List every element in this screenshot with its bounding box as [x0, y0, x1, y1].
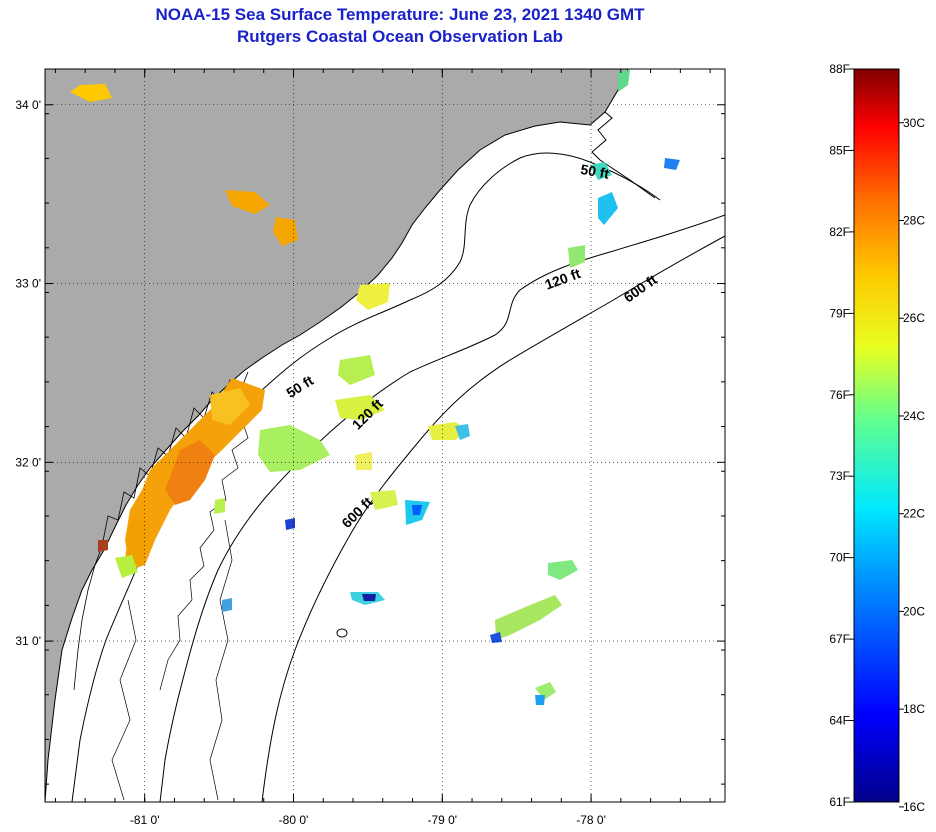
colorbar-f-label: 67F	[829, 632, 850, 646]
isobath-50ft	[71, 152, 661, 802]
sst-data-layer	[70, 70, 680, 705]
chart-subtitle: Rutgers Coastal Ocean Observation Lab	[237, 27, 563, 46]
colorbar-c-label: 18C	[903, 702, 925, 716]
shoal-line	[209, 519, 233, 801]
lon-tick-label: -81 0'	[130, 813, 160, 827]
colorbar-f-label: 85F	[829, 143, 850, 157]
coastline-detail	[591, 111, 656, 199]
contour-label: 50 ft	[579, 161, 610, 182]
colorbar-c-label: 20C	[903, 604, 925, 618]
colorbar-c-label: 30C	[903, 116, 925, 130]
lon-tick-label: -78 0'	[576, 813, 606, 827]
inner-shoreline	[159, 399, 256, 691]
colorbar-c-label: 22C	[903, 507, 925, 521]
colorbar-f-label: 73F	[829, 469, 850, 483]
colorbar-gradient	[853, 68, 900, 803]
colorbar-c-label: 28C	[903, 213, 925, 227]
axes: -81 0' -80 0' -79 0' -78 0' 34 0' 33 0' 32 0' 3…	[15, 68, 725, 827]
map-frame	[44, 68, 726, 803]
colorbar-c-label: 24C	[903, 409, 925, 423]
shoal-line-2	[111, 599, 137, 801]
lon-tick-label: -80 0'	[279, 813, 309, 827]
lat-tick-label: 33 0'	[15, 277, 41, 291]
colorbar-c-label: 26C	[903, 311, 925, 325]
colorbar-c-label: 16C	[903, 800, 925, 814]
colorbar-fahrenheit-scale: 88F 85F 82F 79F 76F 73F 70F 67F 64F 61F	[829, 62, 854, 809]
land-area	[45, 69, 629, 802]
colorbar: 88F 85F 82F 79F 76F 73F 70F 67F 64F 61F 30C 28C 26C…	[829, 62, 925, 814]
colorbar-f-label: 61F	[829, 795, 850, 809]
grid	[45, 69, 725, 802]
lon-tick-label: -79 0'	[427, 813, 457, 827]
colorbar-f-label: 88F	[829, 62, 850, 76]
colorbar-f-label: 76F	[829, 388, 850, 402]
colorbar-f-label: 79F	[829, 306, 850, 320]
chart-title: NOAA-15 Sea Surface Temperature: June 23…	[155, 5, 645, 24]
colorbar-f-label: 70F	[829, 551, 850, 565]
lat-tick-label: 32 0'	[15, 455, 41, 469]
colorbar-f-label: 64F	[829, 714, 850, 728]
colorbar-f-label: 82F	[829, 225, 850, 239]
seamount-contour	[336, 628, 348, 638]
colorbar-celsius-scale: 30C 28C 26C 24C 22C 20C 18C 16C	[899, 116, 925, 814]
lat-tick-label: 34 0'	[15, 98, 41, 112]
isobath-600ft	[261, 235, 725, 802]
lat-tick-label: 31 0'	[15, 634, 41, 648]
